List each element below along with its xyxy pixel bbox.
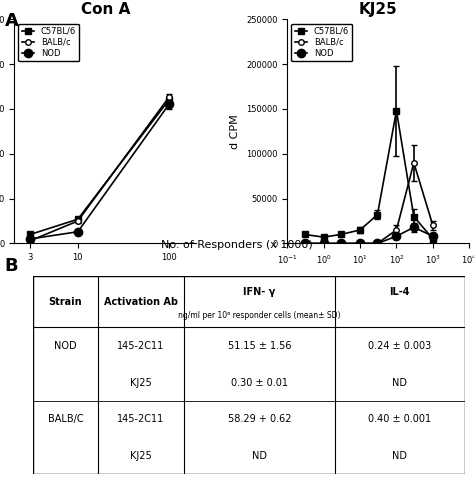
- Text: ND: ND: [392, 451, 407, 461]
- Text: KJ25: KJ25: [130, 378, 152, 388]
- Text: ND: ND: [392, 378, 407, 388]
- Text: KJ25: KJ25: [130, 451, 152, 461]
- Title: KJ25: KJ25: [359, 2, 398, 17]
- Text: IFN- γ: IFN- γ: [244, 287, 276, 297]
- Y-axis label: d CPM: d CPM: [230, 114, 240, 149]
- Text: ND: ND: [252, 451, 267, 461]
- Text: IL-4: IL-4: [390, 287, 410, 297]
- Text: 0.24 ± 0.003: 0.24 ± 0.003: [368, 341, 431, 351]
- Legend: C57BL/6, BALB/c, NOD: C57BL/6, BALB/c, NOD: [292, 24, 353, 61]
- Text: 0.40 ± 0.001: 0.40 ± 0.001: [368, 414, 431, 424]
- Text: 51.15 ± 1.56: 51.15 ± 1.56: [228, 341, 292, 351]
- Text: ng/ml per 10⁶ responder cells (mean± SD): ng/ml per 10⁶ responder cells (mean± SD): [178, 311, 341, 320]
- Text: Strain: Strain: [49, 297, 82, 307]
- Text: B: B: [5, 257, 18, 274]
- Text: BALB/C: BALB/C: [48, 414, 83, 424]
- Text: 0.30 ± 0.01: 0.30 ± 0.01: [231, 378, 288, 388]
- Text: A: A: [5, 12, 18, 30]
- Text: Activation Ab: Activation Ab: [104, 297, 178, 307]
- Text: NOD: NOD: [54, 341, 77, 351]
- Text: 145-2C11: 145-2C11: [118, 341, 164, 351]
- Text: 58.29 + 0.62: 58.29 + 0.62: [228, 414, 292, 424]
- Text: 145-2C11: 145-2C11: [118, 414, 164, 424]
- Legend: C57BL/6, BALB/c, NOD: C57BL/6, BALB/c, NOD: [18, 24, 80, 61]
- Text: No. of Responders (x 1000): No. of Responders (x 1000): [161, 240, 313, 250]
- Title: Con A: Con A: [81, 2, 130, 17]
